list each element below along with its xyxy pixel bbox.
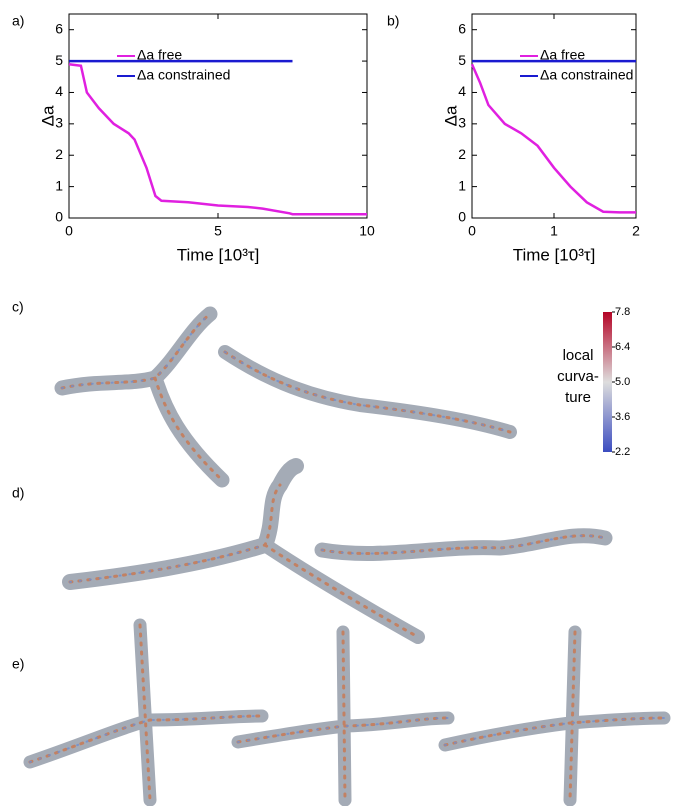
legend-label: Δa free [137,47,182,63]
y-tick-label: 0 [55,209,63,225]
colorbar-tick-label: 6.4 [615,341,630,353]
colorbar-title: ture [565,389,591,406]
panel-label: e) [12,656,24,672]
y-tick-label: 2 [458,146,466,162]
panel-label: b) [387,13,399,29]
tube [62,458,304,590]
colorbar-title: curva- [557,368,599,385]
x-tick-label: 1 [550,223,558,239]
y-axis-label: Δa [441,105,460,126]
y-tick-label: 1 [55,177,63,193]
legend-label: Δa constrained [137,67,230,83]
x-tick-label: 2 [632,223,640,239]
x-tick-label: 10 [359,223,375,239]
colorbar-tick-label: 7.8 [615,306,630,318]
y-tick-label: 1 [458,177,466,193]
colorbar-tick-label: 3.6 [615,411,630,423]
y-tick-label: 3 [458,115,466,131]
colorbar-tick-label: 5.0 [615,376,630,388]
y-tick-label: 0 [458,209,466,225]
y-tick-label: 6 [55,20,63,36]
tube [438,625,671,807]
y-tick-label: 4 [55,83,63,99]
y-tick-label: 6 [458,20,466,36]
x-tick-label: 0 [65,223,73,239]
x-tick-label: 0 [468,223,476,239]
membrane-renders [23,306,671,807]
panel-label: c) [12,299,24,315]
y-tick-label: 2 [55,146,63,162]
colorbar-title: local [563,347,594,364]
tube [147,370,230,488]
colorbar [603,312,612,452]
y-tick-label: 3 [55,115,63,131]
curvature-texture [29,313,665,763]
tube [54,306,218,396]
x-tick-label: 5 [214,223,222,239]
colorbar-tick-label: 2.2 [615,446,630,458]
y-tick-label: 5 [458,52,466,68]
series-line [470,63,636,214]
panel-label: a) [12,13,24,29]
plot-frame [68,13,368,219]
y-axis-label: Δa [38,105,57,126]
tube [314,528,613,561]
x-axis-label: Time [10³τ] [513,245,596,264]
series-line [68,62,367,216]
x-axis-label: Time [10³τ] [177,245,260,264]
y-tick-label: 5 [55,52,63,68]
tube [23,618,269,807]
y-tick-label: 4 [458,83,466,99]
panel-label: d) [12,485,24,501]
legend-label: Δa constrained [540,67,633,83]
legend-label: Δa free [540,47,585,63]
